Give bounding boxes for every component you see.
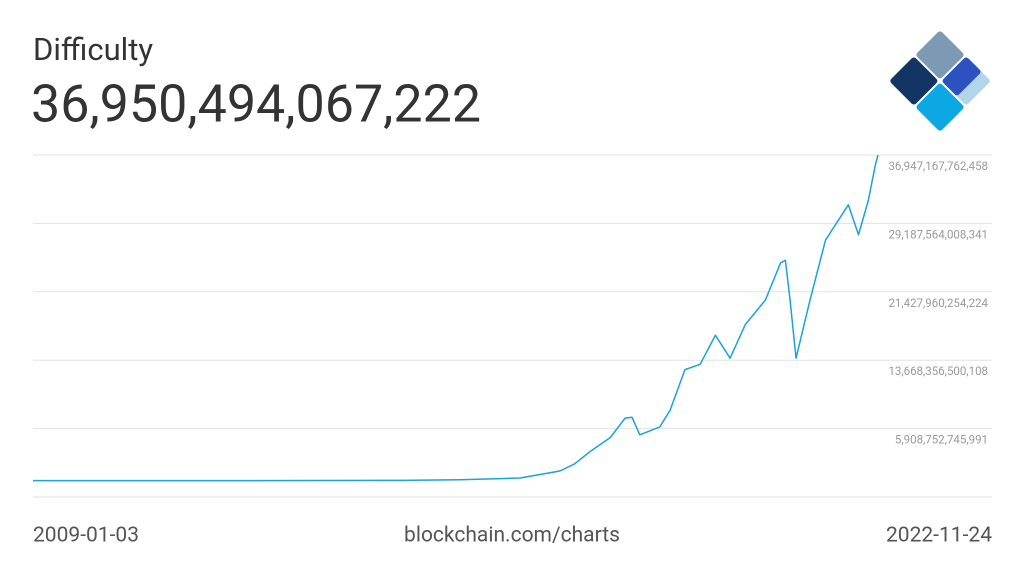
x-start-label: 2009-01-03 bbox=[33, 524, 139, 548]
y-tick-label: 36,947,167,762,458 bbox=[888, 159, 988, 173]
y-tick-label: 5,908,752,745,991 bbox=[895, 433, 988, 447]
current-value: 36,950,494,067,222 bbox=[31, 74, 481, 135]
y-tick-label: 21,427,960,254,224 bbox=[888, 296, 988, 310]
y-tick-label: 29,187,564,008,341 bbox=[888, 227, 988, 241]
source: blockchain.com/charts bbox=[404, 524, 620, 548]
chart-title: Difficulty bbox=[33, 31, 153, 68]
x-end-label: 2022-11-24 bbox=[886, 524, 992, 548]
y-tick-label: 13,668,356,500,108 bbox=[888, 364, 988, 378]
data-line bbox=[33, 154, 879, 482]
logo bbox=[890, 31, 990, 131]
